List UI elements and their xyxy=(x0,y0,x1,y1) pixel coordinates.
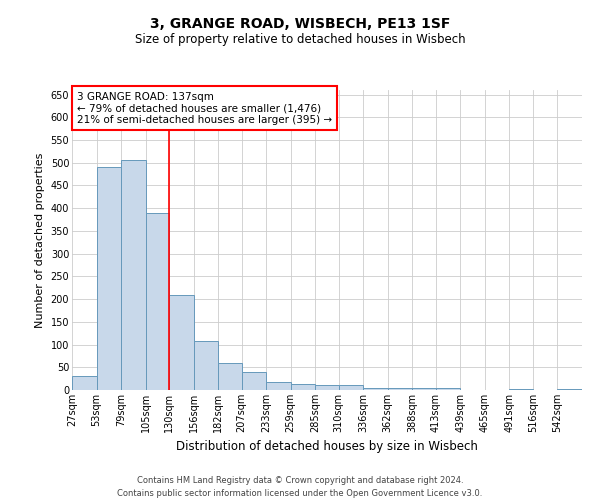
Bar xyxy=(218,362,242,390)
Text: Size of property relative to detached houses in Wisbech: Size of property relative to detached ho… xyxy=(134,32,466,46)
Bar xyxy=(339,386,363,390)
Bar xyxy=(315,385,339,390)
Bar xyxy=(412,388,436,390)
X-axis label: Distribution of detached houses by size in Wisbech: Distribution of detached houses by size … xyxy=(176,440,478,454)
Bar xyxy=(557,388,582,390)
Bar xyxy=(72,376,97,390)
Bar xyxy=(121,160,146,390)
Bar xyxy=(97,168,121,390)
Bar xyxy=(388,388,412,390)
Bar xyxy=(146,212,169,390)
Bar xyxy=(169,294,194,390)
Bar xyxy=(436,388,460,390)
Bar xyxy=(363,388,388,390)
Bar xyxy=(194,342,218,390)
Bar xyxy=(266,382,291,390)
Bar xyxy=(242,372,266,390)
Text: Contains HM Land Registry data © Crown copyright and database right 2024.
Contai: Contains HM Land Registry data © Crown c… xyxy=(118,476,482,498)
Bar xyxy=(291,384,315,390)
Text: 3, GRANGE ROAD, WISBECH, PE13 1SF: 3, GRANGE ROAD, WISBECH, PE13 1SF xyxy=(150,18,450,32)
Y-axis label: Number of detached properties: Number of detached properties xyxy=(35,152,45,328)
Bar xyxy=(509,388,533,390)
Text: 3 GRANGE ROAD: 137sqm
← 79% of detached houses are smaller (1,476)
21% of semi-d: 3 GRANGE ROAD: 137sqm ← 79% of detached … xyxy=(77,92,332,124)
